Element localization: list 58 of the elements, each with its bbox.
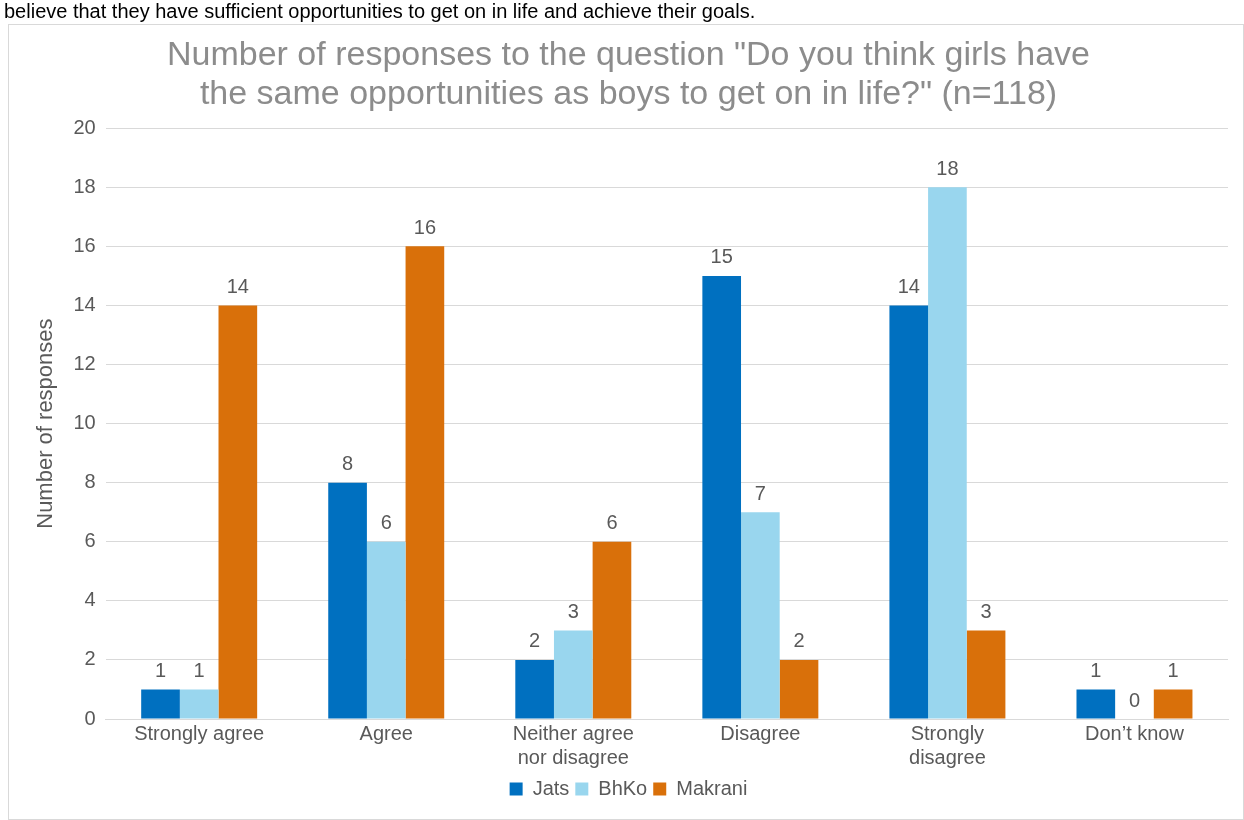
data-label: 14 <box>897 274 920 297</box>
chart-title: Number of responses to the question "Do you think girls have the same opportunities as boys to get on in life?" (n=118) <box>166 33 1091 112</box>
data-label: 6 <box>380 511 392 534</box>
x-tick-label: Neither agree nor disagree <box>512 721 634 768</box>
x-tick-label: Strongly disagree <box>909 721 986 768</box>
bar <box>553 630 593 719</box>
data-label: 2 <box>529 629 541 652</box>
data-label: 18 <box>936 156 959 179</box>
data-label: 3 <box>980 599 992 622</box>
text: believe that they have sufficient opportunities to get on in life and achieve their goals. <box>3 0 757 24</box>
data-label: 8 <box>342 452 354 475</box>
data-label: 2 <box>793 629 805 652</box>
legend-label: Makrani <box>676 776 748 799</box>
bar <box>1153 689 1193 719</box>
bar <box>702 275 742 719</box>
data-label: 7 <box>754 481 766 504</box>
x-tick-label: Agree <box>359 721 413 744</box>
bar <box>1076 689 1116 719</box>
bar <box>779 659 819 719</box>
bar <box>218 305 258 719</box>
bar <box>889 305 929 719</box>
bar <box>405 246 445 719</box>
y-tick-label: 14 <box>73 292 96 315</box>
data-label: 14 <box>226 274 249 297</box>
data-label: 1 <box>154 658 167 681</box>
y-tick-label: 12 <box>73 352 96 375</box>
y-tick-label: 4 <box>84 588 96 611</box>
bar <box>741 512 780 719</box>
data-label: 6 <box>606 511 618 534</box>
bar <box>141 689 180 719</box>
legend-label: Jats <box>532 776 570 799</box>
bar <box>592 541 632 719</box>
y-tick-label: 2 <box>84 647 96 670</box>
y-tick-label: 0 <box>84 706 96 729</box>
data-label: 0 <box>1128 688 1141 711</box>
bar <box>928 187 967 719</box>
x-tick-label: Strongly agree <box>134 721 265 744</box>
data-label: 15 <box>710 245 733 268</box>
y-axis-title: Number of responses <box>32 318 58 529</box>
y-tick-label: 16 <box>73 233 96 256</box>
y-tick-label: 10 <box>73 411 96 434</box>
y-tick-label: 6 <box>84 529 96 552</box>
data-label: 1 <box>1167 658 1179 681</box>
bar <box>966 630 1006 719</box>
data-label: 1 <box>193 658 205 681</box>
bar <box>515 659 554 719</box>
data-label: 1 <box>1090 658 1102 681</box>
bar <box>179 689 219 719</box>
x-tick-label: Disagree <box>720 721 801 744</box>
y-tick-label: 20 <box>73 115 96 138</box>
legend-label: BhKo <box>598 776 648 799</box>
x-tick-label: Don’t know <box>1085 721 1185 744</box>
bar <box>328 482 367 719</box>
data-label: 3 <box>567 599 579 622</box>
y-tick-label: 8 <box>84 470 96 493</box>
y-tick-label: 18 <box>73 174 96 197</box>
bar <box>366 541 406 719</box>
data-label: 16 <box>413 215 437 238</box>
